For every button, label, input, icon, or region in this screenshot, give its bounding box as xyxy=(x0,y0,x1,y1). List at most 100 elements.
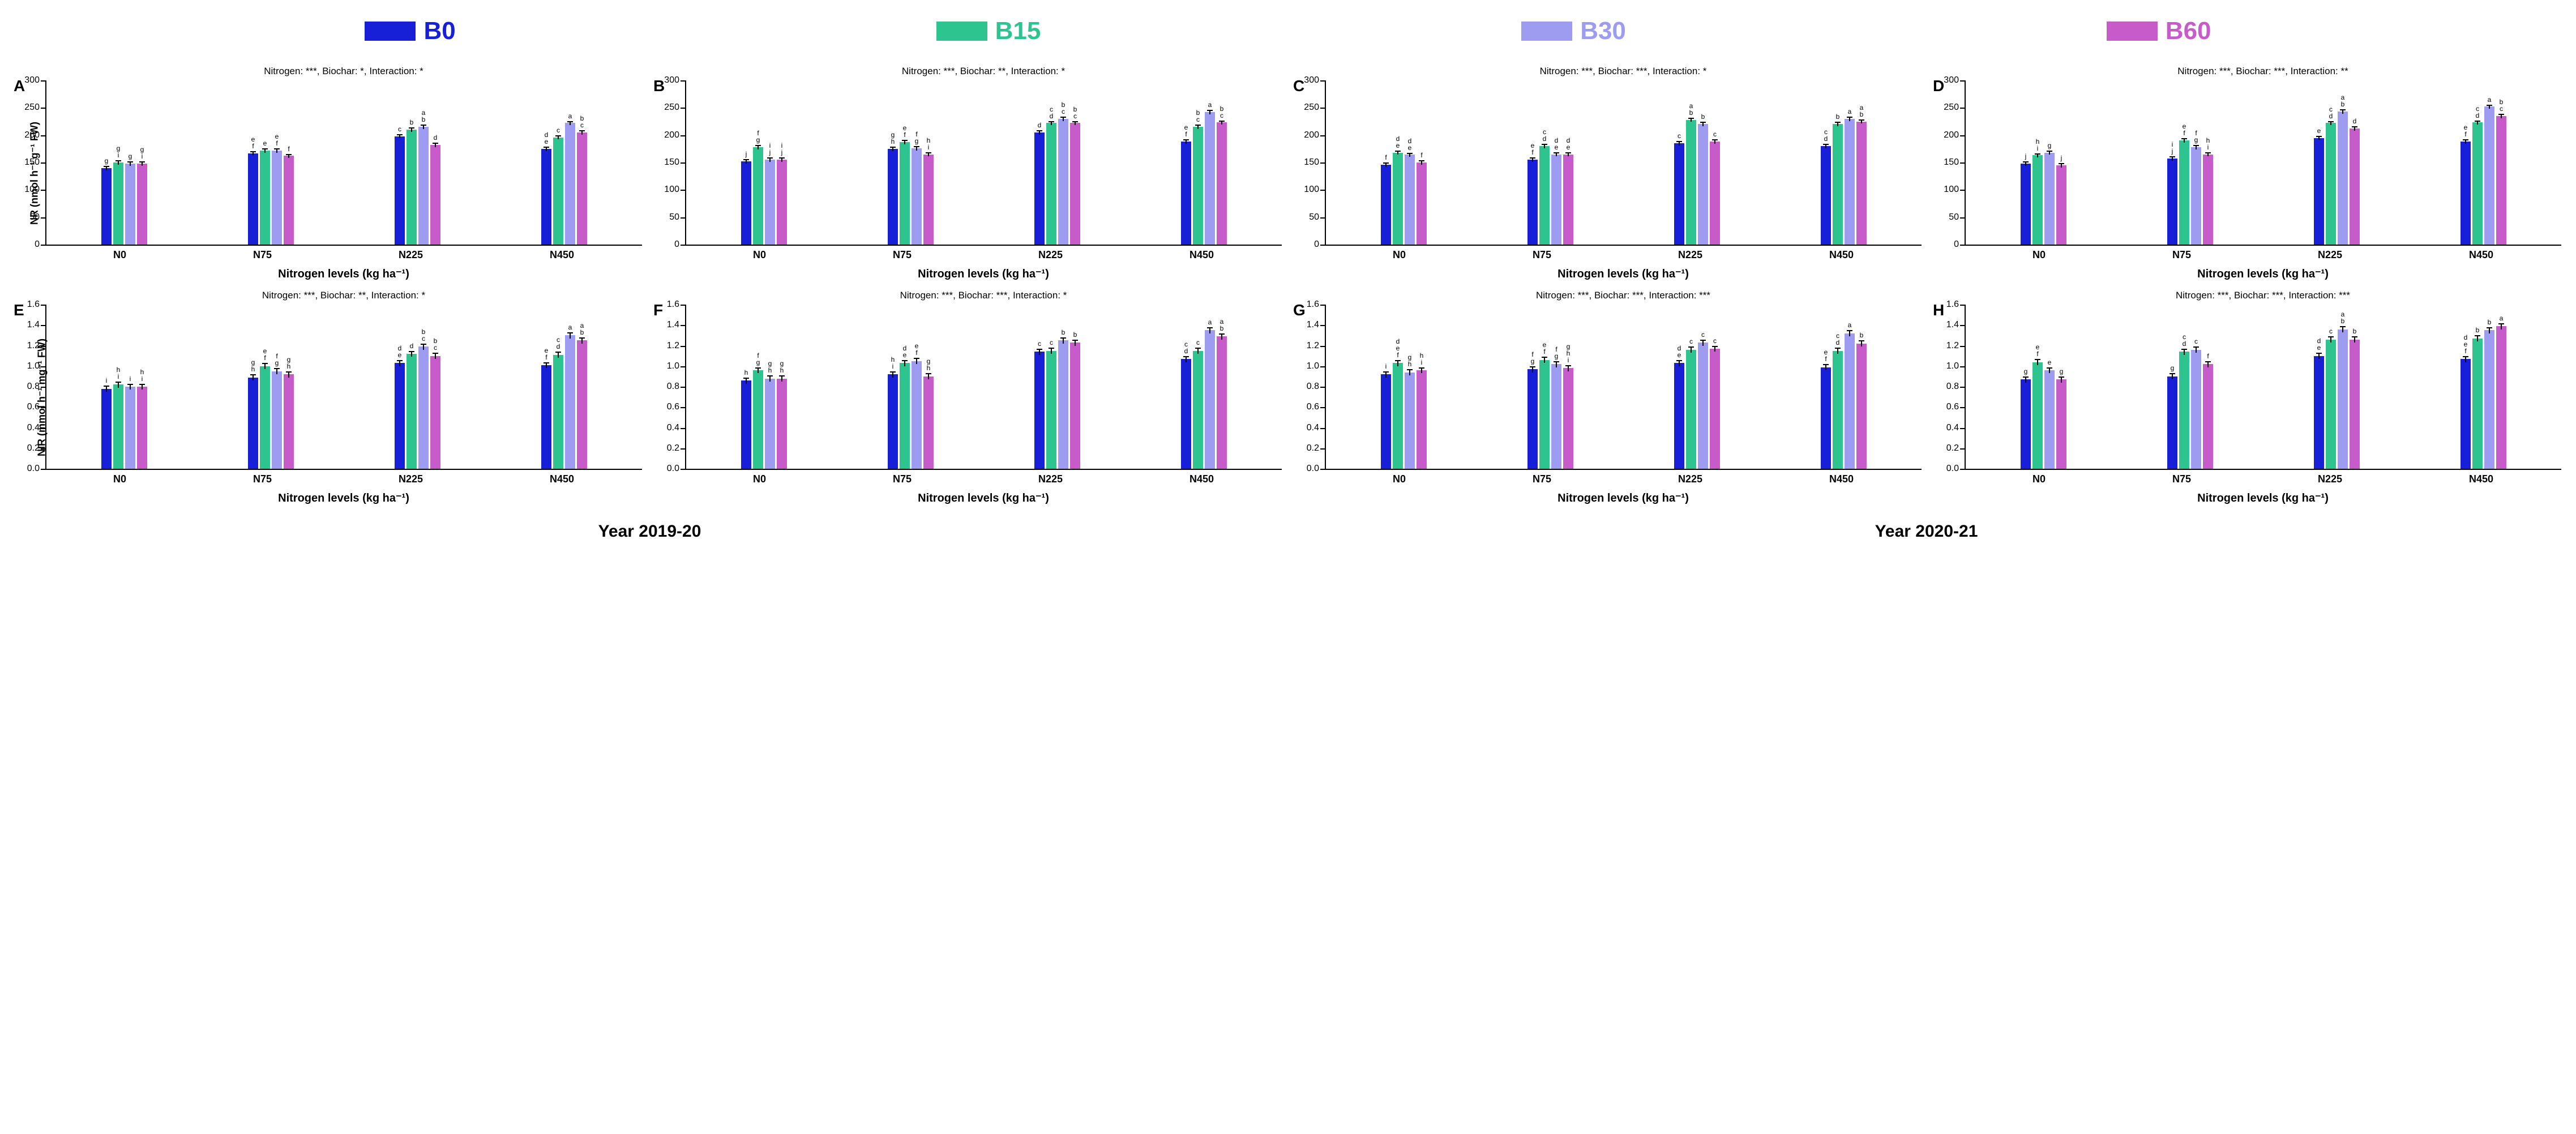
y-tick xyxy=(681,469,686,470)
legend-item-b0: B0 xyxy=(365,17,455,45)
error-bar xyxy=(113,382,123,384)
bar-rect xyxy=(1417,162,1427,245)
y-tick-label: 50 xyxy=(1309,212,1319,222)
bar: c xyxy=(2326,328,2336,469)
bar-rect xyxy=(888,374,898,469)
bar-sig-letter: h i xyxy=(140,369,144,382)
bar-rect xyxy=(765,160,775,245)
bar-sig-letter: b xyxy=(2476,327,2480,333)
bar-sig-letter: e f xyxy=(263,348,267,361)
bar: f g xyxy=(753,130,763,245)
bar-sig-letter: b c xyxy=(1062,101,1066,115)
bar-rect xyxy=(923,376,934,469)
bar-rect xyxy=(2326,123,2336,245)
bar-rect xyxy=(2496,116,2506,245)
bar-rect xyxy=(541,149,551,245)
bar-sig-letter: d xyxy=(410,343,414,349)
bar-rect xyxy=(101,168,112,245)
bar-sig-letter: c d xyxy=(2183,333,2186,347)
bar: h i xyxy=(1417,352,1427,469)
bar-rect xyxy=(101,389,112,469)
error-bar xyxy=(1551,361,1561,364)
bar: c d xyxy=(553,336,563,469)
error-bar xyxy=(553,352,563,354)
y-tick xyxy=(1960,217,1966,219)
bar-rect xyxy=(900,363,910,469)
bar-sig-letter: b xyxy=(1836,113,1840,120)
bar-rect xyxy=(753,147,763,245)
y-tick-label: 0.6 xyxy=(667,402,679,412)
y-tick xyxy=(681,108,686,109)
bar-rect xyxy=(923,155,934,245)
bar: f xyxy=(1381,154,1391,245)
bar-rect xyxy=(2350,129,2360,245)
bar-rect xyxy=(1686,120,1696,245)
y-tick xyxy=(41,346,46,347)
x-tick-label: N225 xyxy=(2318,249,2342,261)
bar: f xyxy=(2203,353,2213,469)
error-bar xyxy=(1217,121,1227,123)
error-bar xyxy=(1193,348,1203,350)
bar: c d xyxy=(1181,341,1191,469)
chart-area: 0.00.20.40.60.81.01.21.41.6ih iih ig he … xyxy=(45,305,642,470)
bar: a xyxy=(565,113,575,245)
bar-sig-letter: c xyxy=(1196,339,1200,346)
x-tick-label: N225 xyxy=(1678,249,1702,261)
bar-sig-letter: e f xyxy=(1184,124,1188,138)
bar-sig-letter: f g xyxy=(756,352,760,366)
error-bar xyxy=(430,353,440,356)
bar-sig-letter: f xyxy=(288,146,289,152)
bar-group-N450: e fc dab c xyxy=(2461,96,2506,245)
y-tick xyxy=(681,135,686,136)
panel-letter: G xyxy=(1293,301,1306,319)
bar: h i xyxy=(137,369,147,469)
bar: g h xyxy=(248,359,258,469)
y-tick xyxy=(1320,305,1326,306)
y-tick-label: 150 xyxy=(664,157,679,168)
panel-E: ENitrogen: ***, Biochar: **, Interaction… xyxy=(11,286,645,508)
y-tick xyxy=(681,387,686,388)
bar: f g xyxy=(912,131,922,245)
bar-rect xyxy=(1217,122,1227,245)
error-bar xyxy=(113,160,123,162)
x-tick-label: N225 xyxy=(1678,473,1702,485)
bar-rect xyxy=(2179,140,2189,245)
bar-group-N225: cba bd xyxy=(395,109,440,245)
bar-rect xyxy=(1563,155,1573,245)
y-tick-label: 200 xyxy=(24,130,40,140)
bar-rect xyxy=(2032,155,2043,245)
x-tick-label: N0 xyxy=(1393,473,1406,485)
y-tick xyxy=(41,135,46,136)
panel-stats-text: Nitrogen: ***, Biochar: ***, Interaction… xyxy=(1325,66,1922,78)
bar: g xyxy=(125,153,135,245)
bar-sig-letter: b xyxy=(2488,319,2492,326)
legend-item-b30: B30 xyxy=(1521,17,1626,45)
x-tick-label: N450 xyxy=(2469,473,2493,485)
y-tick xyxy=(41,80,46,82)
bar: g h xyxy=(777,360,787,469)
bar-rect xyxy=(2203,364,2213,469)
y-tick-label: 1.2 xyxy=(667,341,679,351)
y-tick xyxy=(1320,448,1326,450)
y-tick-label: 0.2 xyxy=(667,443,679,453)
bar-sig-letter: a b xyxy=(1220,318,1224,332)
y-tick-label: 1.2 xyxy=(1946,341,1959,351)
bar: c xyxy=(1686,338,1696,469)
bar-sig-letter: d e xyxy=(903,345,907,358)
bar-group-N225: d edb cb c xyxy=(395,328,440,469)
bar: h i xyxy=(923,137,934,245)
y-tick xyxy=(41,245,46,246)
error-bar xyxy=(1181,356,1191,359)
bar-sig-letter: j xyxy=(2061,155,2062,161)
bar-sig-letter: c xyxy=(398,126,401,132)
panel-A: ANitrogen: ***, Biochar: *, Interaction:… xyxy=(11,62,645,284)
bar-sig-letter: d e xyxy=(545,131,549,145)
bar-group-N225: d eccc xyxy=(1674,331,1720,469)
x-axis-label: Nitrogen levels (kg ha⁻¹) xyxy=(685,267,1282,281)
bar-sig-letter: a b xyxy=(2341,311,2345,324)
bar-rect xyxy=(577,340,587,469)
bar-sig-letter: h i xyxy=(927,137,931,151)
bar: a xyxy=(565,324,575,469)
y-tick xyxy=(1960,346,1966,347)
bar-rect xyxy=(1181,359,1191,469)
